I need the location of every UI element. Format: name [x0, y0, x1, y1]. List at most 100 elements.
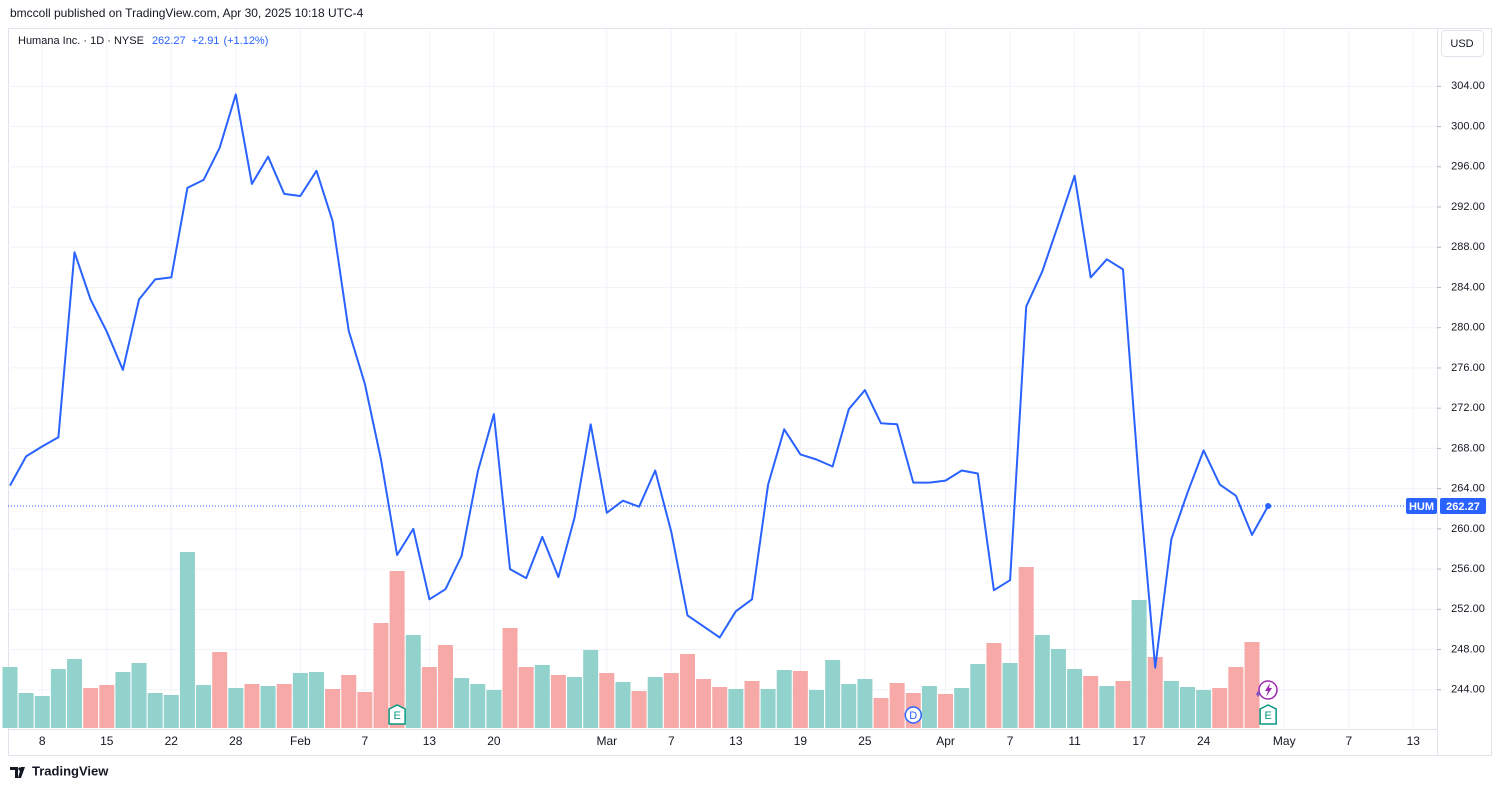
- x-tick-label: Mar: [596, 734, 617, 748]
- volume-bar: [438, 645, 454, 728]
- volume-bar: [889, 683, 905, 728]
- currency-button[interactable]: [1441, 30, 1484, 57]
- volume-bar: [1002, 663, 1018, 728]
- volume-bar: [857, 679, 873, 728]
- y-tick-label: 272.00: [1451, 402, 1485, 414]
- volume-bar: [131, 663, 147, 728]
- volume-bar: [502, 628, 518, 728]
- volume-bar: [1212, 688, 1228, 728]
- x-tick-label: 25: [858, 734, 872, 748]
- x-tick-label: 28: [229, 734, 243, 748]
- volume-bar: [1179, 687, 1195, 728]
- volume-bar: [308, 672, 324, 728]
- currency[interactable]: USD: [1450, 38, 1473, 50]
- volume-bar: [679, 654, 695, 728]
- ticker-badge: [1406, 498, 1437, 515]
- brand-logo: [10, 767, 25, 778]
- event-marker: [904, 706, 923, 724]
- volume-bar: [2, 667, 18, 728]
- legend-change: +2.91: [192, 35, 220, 47]
- volume-bar: [1083, 676, 1099, 728]
- y-tick-label: 264.00: [1451, 483, 1485, 495]
- event-label: E: [393, 710, 400, 722]
- volume-bar: [163, 695, 179, 728]
- y-tick-label: 256.00: [1451, 563, 1485, 575]
- volume-bar: [615, 682, 631, 728]
- symbol-title: Humana Inc. · 1D · NYSE: [18, 35, 144, 47]
- x-tick-label: Apr: [936, 734, 955, 748]
- volume-bar: [1131, 600, 1147, 728]
- volume-bar: [970, 664, 986, 728]
- volume-bar: [809, 690, 824, 728]
- x-tick-label: Feb: [290, 734, 311, 748]
- y-tick-label: 304.00: [1451, 80, 1485, 92]
- volume-bar: [663, 673, 679, 728]
- price-label: 262.27: [1446, 501, 1480, 513]
- published-note: bmccoll published on TradingView.com, Ap…: [10, 6, 364, 20]
- volume-bar: [292, 673, 308, 728]
- x-tick-label: 11: [1068, 734, 1081, 748]
- volume-bar: [1018, 567, 1034, 728]
- y-tick-label: 268.00: [1451, 442, 1485, 454]
- volume-bar: [405, 635, 421, 728]
- volume-bar: [744, 681, 760, 728]
- frame: [8, 28, 1492, 756]
- plot: [8, 93, 1437, 669]
- x-tick-label: 15: [100, 734, 114, 748]
- lightning-icon: [1256, 680, 1278, 700]
- legend-price: 262.27: [152, 35, 186, 47]
- event-label: E: [1264, 710, 1271, 722]
- x-tick-label: 8: [39, 734, 46, 748]
- volume-bar: [1228, 667, 1244, 728]
- volume-bar: [1147, 657, 1163, 728]
- price-badge: [1440, 498, 1486, 515]
- volume-bar: [1244, 642, 1260, 728]
- volume-bar: [567, 677, 583, 728]
- x-tick-label: May: [1273, 734, 1296, 748]
- volume-bar: [179, 552, 195, 728]
- volume-bar: [83, 688, 99, 728]
- volume-bar: [115, 672, 131, 728]
- volume-bar: [228, 688, 244, 728]
- volume-bar: [276, 684, 292, 728]
- volume-bar: [147, 693, 163, 728]
- volume-bar: [470, 684, 486, 728]
- volume-bar: [486, 690, 502, 728]
- volume-bar: [841, 684, 857, 728]
- volume-bar: [938, 694, 954, 728]
- grid: [8, 30, 1437, 728]
- volume-bar: [1050, 649, 1066, 728]
- volume-bar: [776, 670, 792, 728]
- y-tick-label: 288.00: [1451, 241, 1485, 253]
- volume-bar: [550, 675, 566, 728]
- y-tick-label: 292.00: [1451, 201, 1485, 213]
- volume-bar: [647, 677, 663, 728]
- ticker: HUM: [1409, 501, 1434, 513]
- event-marker: [388, 704, 406, 725]
- volume-bar: [357, 692, 373, 728]
- volume-bar: [1196, 690, 1212, 728]
- x-tick-label: 13: [729, 734, 743, 748]
- volume-bar: [212, 652, 228, 728]
- price-line: [9, 93, 1269, 669]
- x-tick-label: 7: [668, 734, 675, 748]
- volume-bar: [792, 671, 808, 728]
- volume-bar: [99, 685, 115, 728]
- volume-bar: [712, 687, 728, 728]
- y-tick-label: 296.00: [1451, 161, 1485, 173]
- y-tick-label: 252.00: [1451, 603, 1485, 615]
- volume-bar: [534, 665, 550, 728]
- volume-bar: [18, 693, 34, 728]
- x-tick-label: 19: [794, 734, 808, 748]
- last-point: [1265, 503, 1272, 510]
- event-marker: [1259, 704, 1277, 725]
- volume-bar: [389, 571, 405, 728]
- x-tick-label: 13: [423, 734, 437, 748]
- y-tick-label: 280.00: [1451, 322, 1485, 334]
- volume-bar: [921, 686, 937, 728]
- volume-bar: [583, 650, 599, 728]
- volume-bar: [373, 623, 389, 728]
- y-tick-label: 248.00: [1451, 643, 1485, 655]
- volume-bar: [873, 698, 889, 728]
- volume-bar: [1099, 686, 1115, 728]
